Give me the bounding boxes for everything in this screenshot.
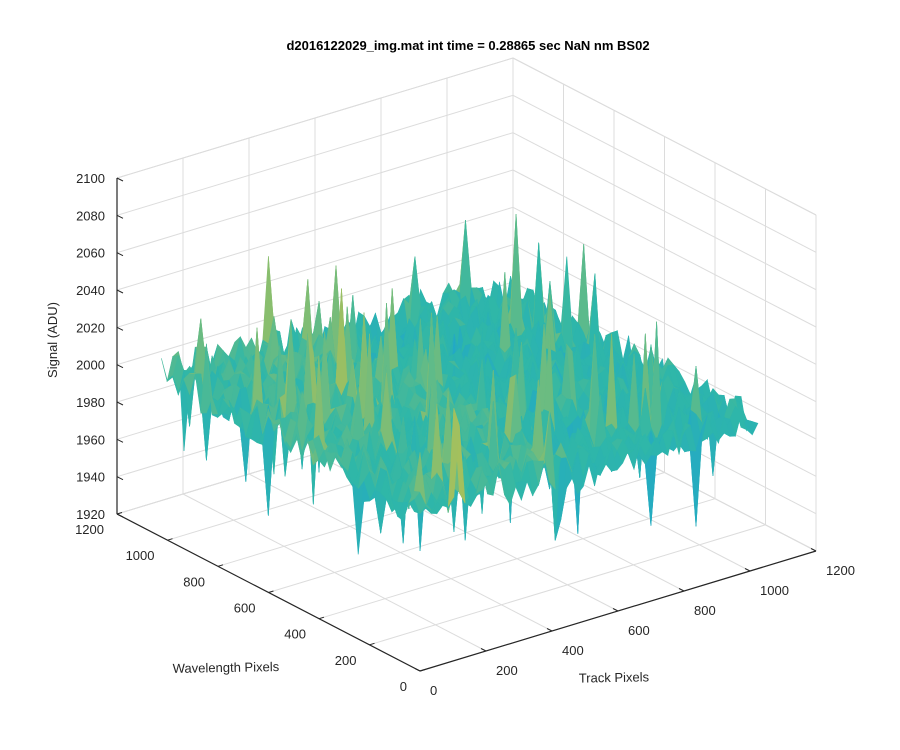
- y-tick-label: 800: [183, 574, 205, 589]
- z-tick: [116, 401, 124, 406]
- z-tick-label: 1960: [76, 432, 105, 447]
- grid-line-z-back: [116, 94, 514, 216]
- z-tick-label: 2020: [76, 320, 105, 335]
- z-tick: [116, 513, 124, 518]
- surface-mesh: [161, 214, 759, 555]
- y-axis-label: Wavelength Pixels: [173, 659, 280, 676]
- x-tick-label: 400: [562, 643, 584, 658]
- y-tick: [369, 642, 375, 646]
- y-tick-label: 600: [234, 601, 256, 616]
- z-tick: [116, 252, 124, 257]
- surface-patch: [414, 452, 426, 504]
- y-tick: [116, 512, 123, 515]
- y-tick-label: 400: [284, 627, 306, 642]
- z-tick-label: 2080: [76, 208, 105, 223]
- z-tick: [116, 177, 124, 182]
- z-tick-label: 1940: [76, 470, 105, 485]
- x-tick: [678, 588, 685, 592]
- z-tick: [116, 364, 124, 369]
- y-tick-label: 1200: [75, 522, 104, 537]
- y-tick-label: 0: [400, 679, 407, 694]
- grid-line-z-side: [512, 244, 817, 403]
- grid-line-y-floor: [318, 498, 716, 620]
- z-tick-label: 2060: [76, 246, 105, 261]
- x-tick: [612, 608, 619, 612]
- y-tick: [217, 564, 224, 567]
- x-tick: [480, 648, 487, 652]
- grid-line-z-side: [512, 169, 817, 328]
- grid-line-y-floor: [369, 524, 766, 646]
- grid-line-z-back: [116, 206, 514, 328]
- z-axis-label: Signal (ADU): [45, 302, 60, 378]
- y-tick: [318, 616, 325, 620]
- y-tick-label: 200: [335, 653, 357, 668]
- grid-line-z-side: [512, 57, 817, 216]
- y-tick: [419, 669, 426, 672]
- z-tick-label: 1980: [76, 395, 105, 410]
- chart-title: d2016122029_img.mat int time = 0.28865 s…: [286, 38, 649, 53]
- x-tick-label: 1000: [760, 583, 789, 598]
- z-tick: [116, 289, 124, 294]
- grid-line-z-side: [512, 94, 817, 253]
- z-tick: [116, 326, 124, 331]
- grid-line-z-back: [116, 169, 514, 291]
- surface-patch: [644, 454, 657, 526]
- x-tick-label: 800: [694, 603, 716, 618]
- y-tick: [268, 590, 274, 593]
- x-tick: [744, 568, 751, 572]
- grid-line-z-back: [116, 57, 514, 179]
- x-axis-label: Track Pixels: [579, 669, 650, 685]
- z-tick-label: 2000: [76, 358, 105, 373]
- grid-line-z-back: [116, 132, 514, 254]
- y-tick-label: 1000: [126, 548, 155, 563]
- z-tick: [116, 438, 124, 443]
- x-tick-label: 1200: [826, 563, 855, 578]
- grid-line-y-floor: [268, 472, 665, 593]
- z-tick: [116, 476, 124, 481]
- x-tick: [546, 628, 553, 632]
- z-tick-label: 2100: [76, 171, 105, 186]
- x-tick-label: 0: [430, 683, 437, 698]
- tick-marks: 0 200 400 600 800 1000 1200 0 200 400 600 800 1000 12…: [75, 171, 855, 698]
- grid-line-z-back: [116, 244, 514, 366]
- x-tick: [414, 668, 421, 672]
- grid-line-z-side: [512, 132, 817, 291]
- y-tick: [167, 538, 173, 541]
- z-tick-label: 1920: [76, 507, 105, 522]
- z-tick: [116, 214, 124, 219]
- x-tick-label: 200: [496, 663, 518, 678]
- z-tick-label: 2040: [76, 283, 105, 298]
- x-tick: [810, 548, 817, 552]
- grid-line-z-side: [512, 206, 817, 365]
- x-tick-label: 600: [628, 623, 650, 638]
